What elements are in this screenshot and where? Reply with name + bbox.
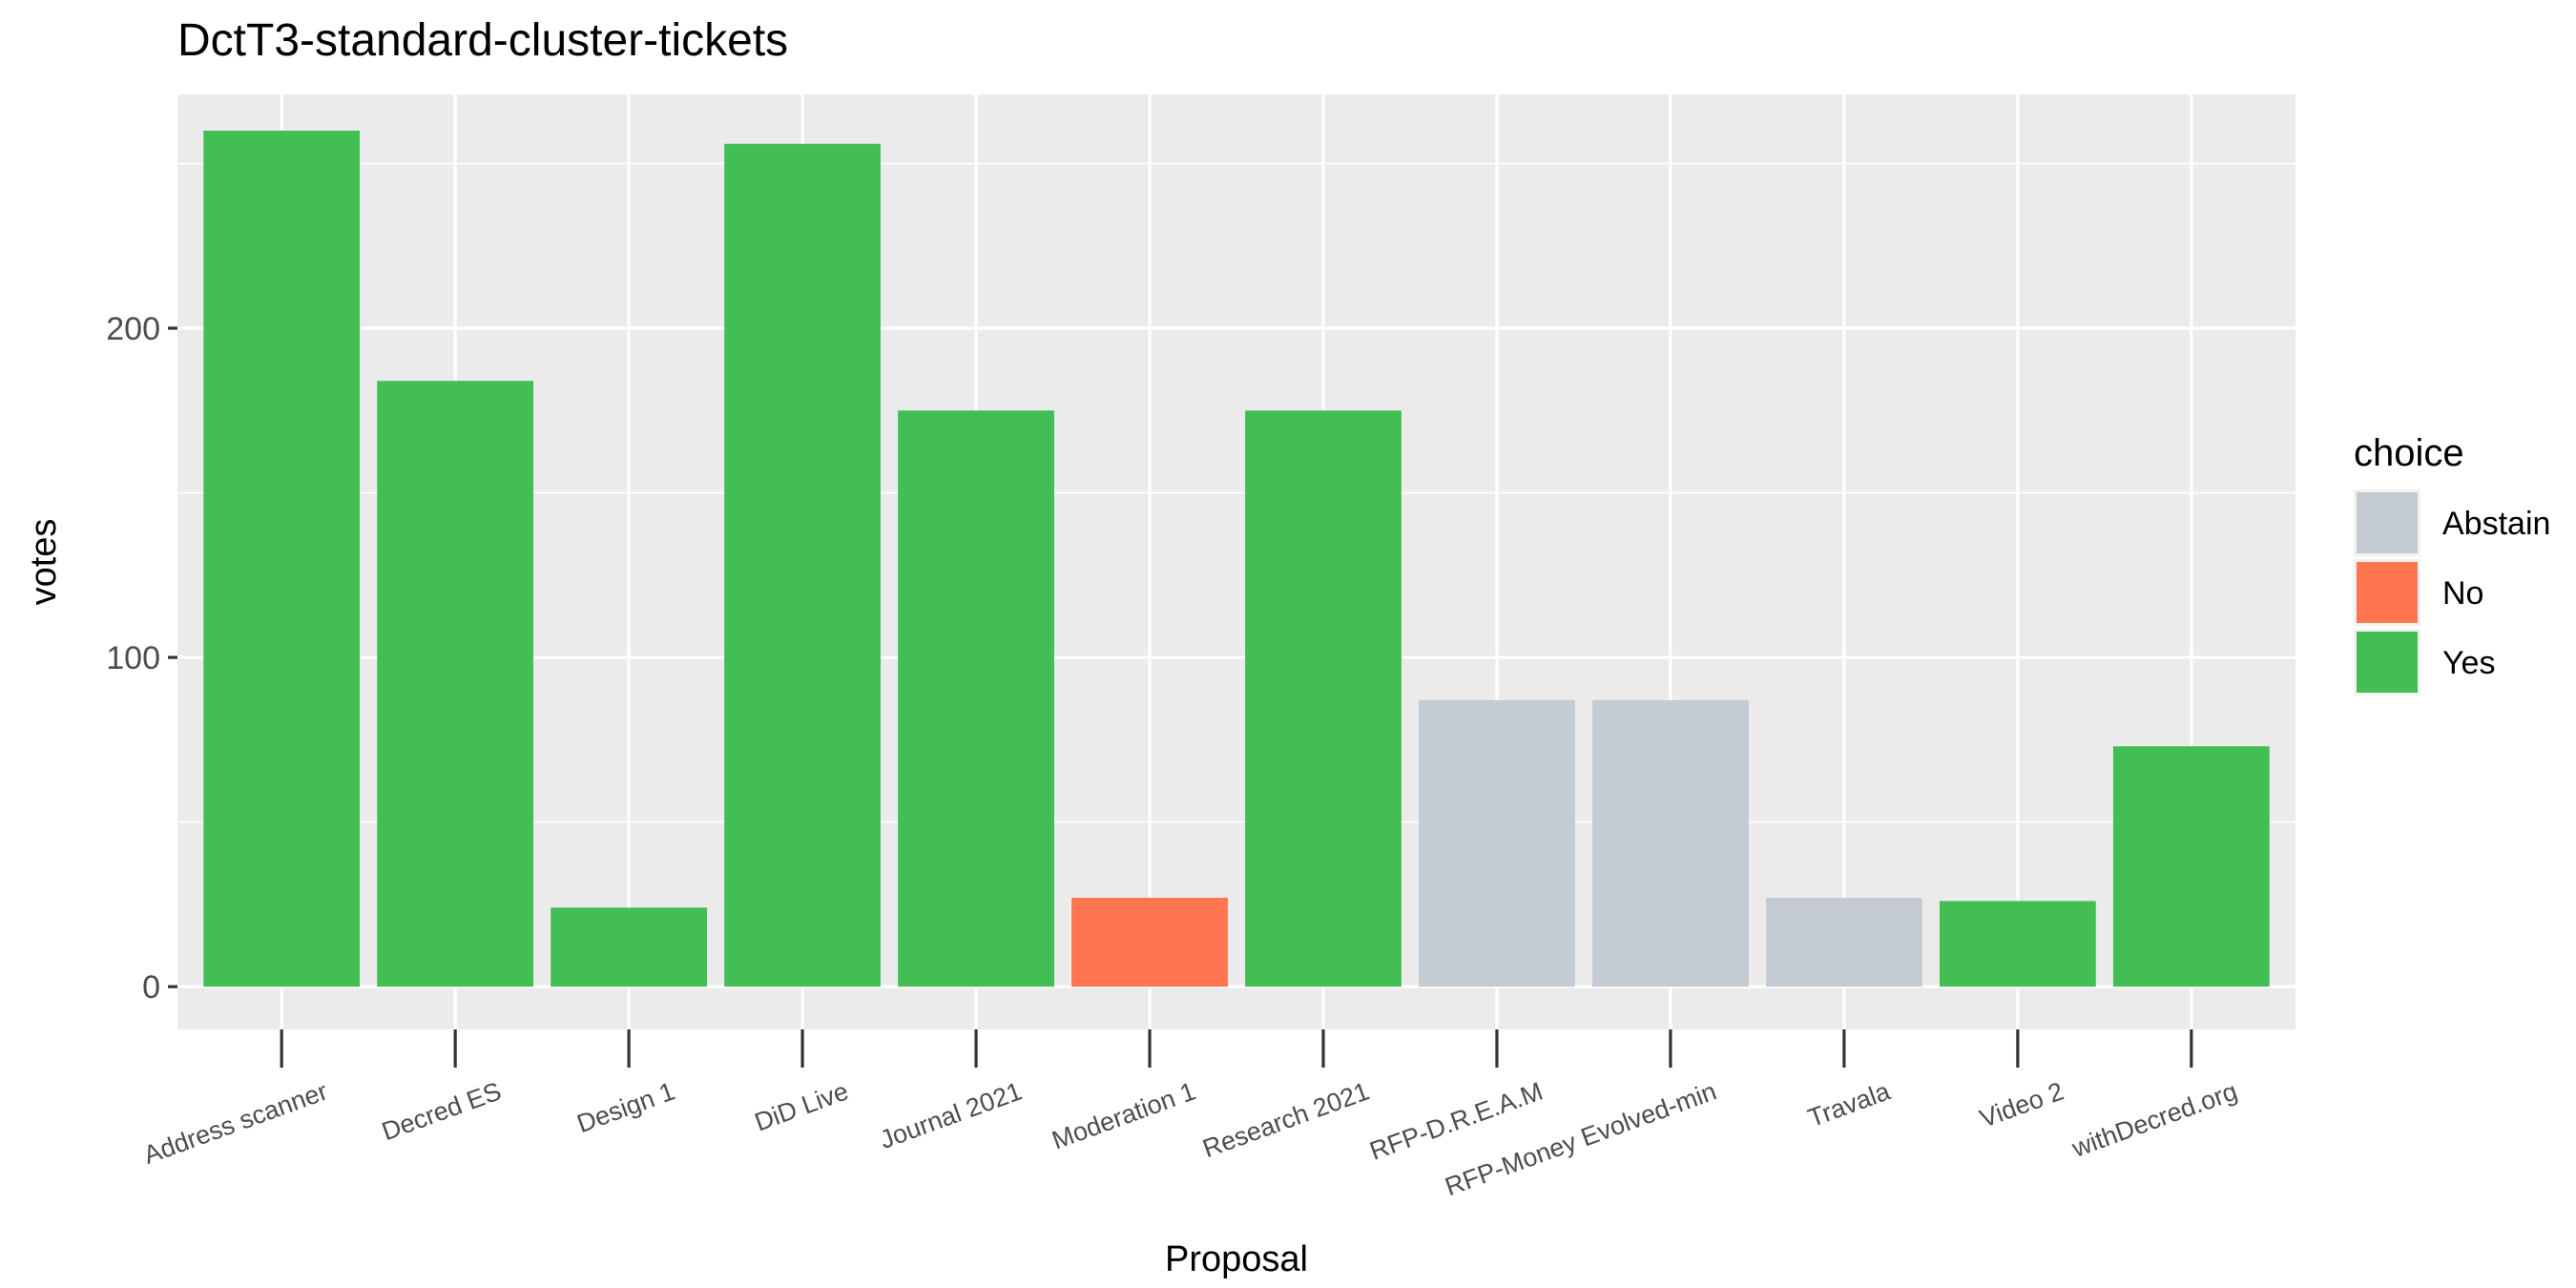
x-axis: Address scanner Decred ES Design 1 DiD Live… (140, 1029, 2241, 1201)
bar-decred-es (377, 381, 534, 987)
legend-swatch-no (2357, 562, 2418, 623)
legend: choice Abstain No Yes (2354, 432, 2550, 696)
y-axis-label: votes (24, 519, 64, 606)
x-tick-label: Moderation 1 (1049, 1076, 1199, 1154)
bar-design-1 (551, 907, 707, 987)
legend-label: Abstain (2442, 506, 2550, 542)
bar-address-scanner (203, 130, 361, 987)
legend-label: No (2442, 575, 2483, 612)
bar-rfp-d-r-e-a-m (1419, 699, 1575, 987)
bar-research-2021 (1245, 410, 1402, 987)
chart-title: DctT3-standard-cluster-tickets (177, 15, 788, 66)
y-axis: 0 100 200 (106, 311, 177, 1006)
y-tick-label: 200 (106, 311, 160, 347)
x-tick-label: Journal 2021 (876, 1076, 1026, 1154)
x-tick-label: Travala (1804, 1076, 1895, 1132)
legend-title: choice (2354, 432, 2464, 474)
legend-swatch-abstain (2357, 492, 2418, 553)
bar-moderation-1 (1071, 897, 1228, 987)
y-tick-label: 100 (106, 640, 160, 676)
bar-travala (1766, 897, 1922, 987)
x-tick-label: Research 2021 (1199, 1076, 1373, 1163)
x-axis-label: Proposal (1165, 1239, 1308, 1279)
bar-withdecred-org (2112, 746, 2270, 987)
legend-swatch-yes (2357, 632, 2418, 693)
bar-did-live (724, 143, 881, 987)
bar-video-2 (1939, 901, 2096, 987)
x-tick-label: DiD Live (751, 1076, 852, 1136)
y-tick-label: 0 (142, 969, 160, 1006)
x-tick-label: Decred ES (378, 1076, 505, 1146)
x-tick-label: Design 1 (573, 1076, 678, 1138)
bar-rfp-money-evolved-min (1592, 699, 1749, 987)
x-tick-label: Address scanner (140, 1076, 332, 1169)
legend-label: Yes (2442, 645, 2495, 681)
x-tick-label: withDecred.org (2067, 1076, 2241, 1163)
x-tick-label: Video 2 (1976, 1076, 2067, 1132)
bars (203, 130, 2270, 987)
bar-journal-2021 (898, 410, 1054, 987)
